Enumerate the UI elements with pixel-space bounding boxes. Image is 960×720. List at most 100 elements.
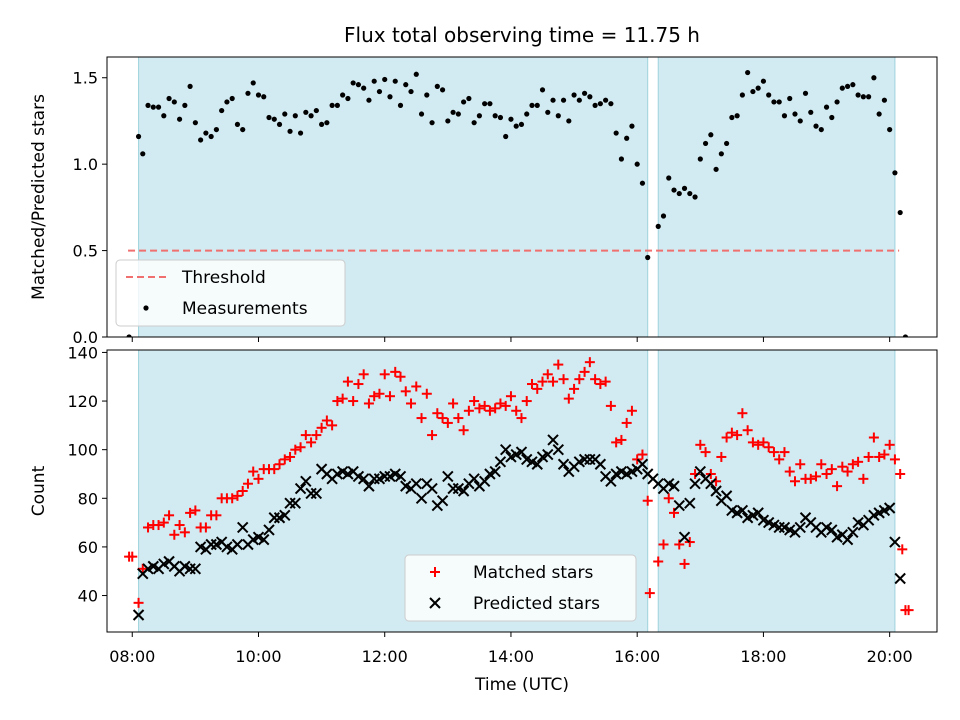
data-point <box>231 538 244 551</box>
data-point <box>605 475 617 487</box>
data-point <box>860 94 866 100</box>
data-point <box>489 465 501 478</box>
data-point <box>721 432 732 443</box>
data-point <box>135 133 142 140</box>
data-point <box>387 94 393 100</box>
data-point <box>883 502 896 514</box>
data-point <box>345 95 351 102</box>
data-point <box>708 132 714 138</box>
data-point <box>847 526 859 539</box>
data-point <box>802 90 809 96</box>
data-point <box>552 443 564 456</box>
data-point <box>190 505 201 516</box>
data-point <box>687 190 693 197</box>
data-point <box>881 97 888 103</box>
data-point <box>732 430 743 441</box>
data-point <box>508 116 514 122</box>
y-tick-label: 60 <box>78 538 98 557</box>
data-point <box>837 461 848 472</box>
data-point <box>560 97 567 103</box>
data-point <box>710 485 722 497</box>
data-point <box>494 456 507 468</box>
data-point <box>826 524 838 536</box>
data-point <box>500 400 511 411</box>
y-axis-label: Matched/Predicted stars <box>29 94 49 300</box>
data-point <box>236 521 249 534</box>
data-point <box>229 95 235 102</box>
data-point <box>492 113 498 119</box>
data-point <box>426 482 438 495</box>
data-point <box>636 458 649 470</box>
data-point <box>382 76 388 83</box>
data-point <box>213 126 220 133</box>
data-point <box>250 80 256 86</box>
data-point <box>432 408 443 419</box>
data-point <box>310 487 323 500</box>
x-axis-label: Time (UTC) <box>474 675 569 695</box>
data-point <box>676 190 682 197</box>
data-point <box>663 493 674 504</box>
data-point <box>858 473 869 484</box>
data-point <box>332 396 343 407</box>
data-point <box>295 442 306 453</box>
data-point <box>569 383 580 394</box>
data-point <box>557 458 570 470</box>
data-point <box>653 556 664 567</box>
data-point <box>844 83 851 89</box>
data-point <box>169 529 180 540</box>
data-point <box>329 102 335 108</box>
data-point <box>457 485 470 497</box>
data-point <box>834 99 840 105</box>
data-point <box>579 366 590 377</box>
data-point <box>887 126 893 133</box>
data-point <box>832 481 843 492</box>
data-point <box>555 113 561 119</box>
data-point <box>789 476 800 487</box>
data-point <box>189 563 202 575</box>
data-point <box>563 393 574 404</box>
data-point <box>474 403 485 414</box>
data-point <box>724 140 730 147</box>
panel-bottom: 08:00 10:00 12:00 14:00 16:00 18:00 20:00 40 60 8… <box>29 343 938 695</box>
data-point <box>897 544 908 555</box>
data-point <box>600 376 611 387</box>
data-point <box>511 405 522 416</box>
data-point <box>868 432 879 443</box>
data-point <box>515 446 528 458</box>
legend-label: Predicted stars <box>473 594 600 614</box>
data-point <box>679 558 690 569</box>
data-point <box>421 388 432 399</box>
data-point <box>818 126 824 133</box>
data-point <box>376 88 383 95</box>
data-point <box>342 376 353 387</box>
data-point <box>529 102 535 108</box>
data-point <box>369 391 380 402</box>
data-point <box>469 396 480 407</box>
data-point <box>192 120 198 126</box>
data-point <box>742 425 753 436</box>
data-point <box>161 113 167 119</box>
data-point <box>736 504 749 517</box>
y-tick-label: 40 <box>78 587 98 606</box>
chart-title: Flux total observing time = 11.75 h <box>344 23 700 47</box>
data-point <box>842 466 853 477</box>
data-point <box>198 137 204 143</box>
data-point <box>774 454 785 465</box>
data-point <box>766 92 772 98</box>
data-point <box>316 422 327 433</box>
legend: Threshold Measurements <box>115 259 346 327</box>
data-point <box>411 381 422 392</box>
data-point <box>415 492 428 505</box>
data-point <box>155 104 162 110</box>
data-point <box>587 94 593 100</box>
data-point <box>132 609 145 621</box>
data-point <box>531 458 543 470</box>
legend-predicted-swatch <box>429 597 441 609</box>
y-tick-label: 80 <box>78 489 98 508</box>
y-tick-label: 0.0 <box>73 328 98 347</box>
data-point <box>874 451 885 462</box>
data-point <box>794 521 806 534</box>
data-point <box>248 466 259 477</box>
data-point <box>164 510 175 521</box>
data-point <box>734 113 740 119</box>
